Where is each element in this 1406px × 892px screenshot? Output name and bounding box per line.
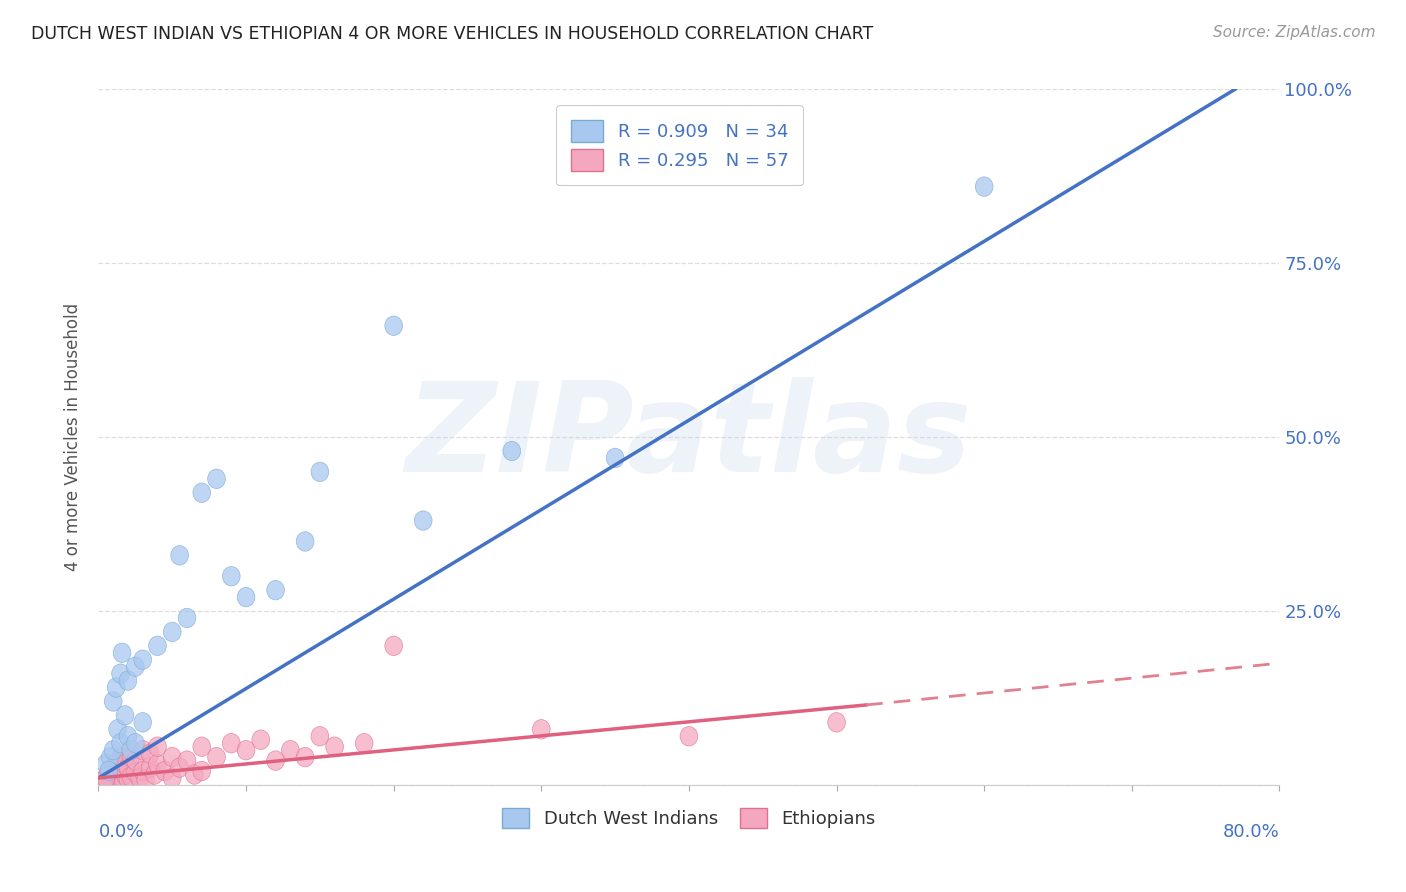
Ellipse shape: [111, 733, 129, 753]
Ellipse shape: [238, 587, 254, 607]
Ellipse shape: [100, 761, 118, 780]
Ellipse shape: [111, 768, 129, 788]
Ellipse shape: [163, 747, 181, 767]
Ellipse shape: [131, 768, 149, 788]
Ellipse shape: [97, 768, 115, 788]
Ellipse shape: [134, 650, 152, 670]
Ellipse shape: [108, 720, 127, 739]
Ellipse shape: [179, 751, 195, 771]
Text: 0.0%: 0.0%: [98, 823, 143, 841]
Ellipse shape: [208, 747, 225, 767]
Ellipse shape: [311, 462, 329, 482]
Ellipse shape: [297, 532, 314, 551]
Ellipse shape: [976, 177, 993, 196]
Ellipse shape: [120, 758, 136, 777]
Ellipse shape: [94, 772, 111, 791]
Ellipse shape: [156, 761, 174, 780]
Ellipse shape: [141, 744, 159, 764]
Ellipse shape: [281, 740, 299, 760]
Ellipse shape: [122, 767, 139, 787]
Ellipse shape: [186, 764, 204, 784]
Ellipse shape: [149, 737, 166, 756]
Ellipse shape: [107, 770, 125, 789]
Ellipse shape: [503, 442, 520, 461]
Ellipse shape: [115, 772, 132, 791]
Ellipse shape: [111, 664, 129, 683]
Text: Source: ZipAtlas.com: Source: ZipAtlas.com: [1212, 25, 1375, 40]
Ellipse shape: [141, 758, 159, 777]
Ellipse shape: [606, 448, 624, 467]
Ellipse shape: [415, 511, 432, 531]
Ellipse shape: [120, 726, 136, 746]
Ellipse shape: [828, 713, 845, 732]
Ellipse shape: [134, 740, 152, 760]
Ellipse shape: [101, 771, 120, 790]
Ellipse shape: [127, 657, 145, 676]
Ellipse shape: [267, 581, 284, 600]
Ellipse shape: [163, 768, 181, 788]
Ellipse shape: [100, 767, 118, 787]
Ellipse shape: [193, 761, 211, 780]
Ellipse shape: [136, 770, 155, 789]
Y-axis label: 4 or more Vehicles in Household: 4 or more Vehicles in Household: [63, 303, 82, 571]
Ellipse shape: [107, 678, 125, 698]
Ellipse shape: [97, 768, 115, 788]
Ellipse shape: [385, 636, 402, 656]
Ellipse shape: [193, 737, 211, 756]
Ellipse shape: [117, 764, 134, 784]
Ellipse shape: [104, 758, 122, 777]
Ellipse shape: [107, 755, 125, 774]
Ellipse shape: [146, 764, 163, 784]
Ellipse shape: [127, 733, 145, 753]
Ellipse shape: [134, 761, 152, 780]
Ellipse shape: [179, 608, 195, 628]
Ellipse shape: [120, 770, 136, 789]
Ellipse shape: [117, 706, 134, 725]
Ellipse shape: [122, 740, 139, 760]
Ellipse shape: [117, 755, 134, 774]
Ellipse shape: [108, 763, 127, 782]
Ellipse shape: [681, 726, 697, 746]
Ellipse shape: [120, 671, 136, 690]
Ellipse shape: [149, 755, 166, 774]
Ellipse shape: [170, 546, 188, 566]
Ellipse shape: [134, 713, 152, 732]
Text: DUTCH WEST INDIAN VS ETHIOPIAN 4 OR MORE VEHICLES IN HOUSEHOLD CORRELATION CHART: DUTCH WEST INDIAN VS ETHIOPIAN 4 OR MORE…: [31, 25, 873, 43]
Ellipse shape: [252, 730, 270, 749]
Ellipse shape: [297, 747, 314, 767]
Ellipse shape: [98, 770, 117, 789]
Ellipse shape: [103, 768, 121, 788]
Ellipse shape: [170, 758, 188, 777]
Ellipse shape: [112, 643, 131, 663]
Ellipse shape: [104, 691, 122, 711]
Ellipse shape: [127, 751, 145, 771]
Ellipse shape: [127, 763, 145, 782]
Ellipse shape: [94, 772, 111, 791]
Ellipse shape: [533, 720, 550, 739]
Ellipse shape: [238, 740, 254, 760]
Ellipse shape: [163, 622, 181, 641]
Ellipse shape: [101, 747, 120, 767]
Ellipse shape: [208, 469, 225, 489]
Ellipse shape: [104, 764, 122, 784]
Ellipse shape: [326, 737, 343, 756]
Ellipse shape: [104, 740, 122, 760]
Ellipse shape: [97, 755, 115, 774]
Ellipse shape: [111, 747, 129, 767]
Ellipse shape: [222, 733, 240, 753]
Legend: Dutch West Indians, Ethiopians: Dutch West Indians, Ethiopians: [495, 801, 883, 835]
Ellipse shape: [101, 761, 120, 780]
Ellipse shape: [112, 761, 131, 780]
Text: ZIPatlas: ZIPatlas: [406, 376, 972, 498]
Ellipse shape: [356, 733, 373, 753]
Ellipse shape: [149, 636, 166, 656]
Ellipse shape: [193, 483, 211, 502]
Ellipse shape: [267, 751, 284, 771]
Ellipse shape: [311, 726, 329, 746]
Text: 80.0%: 80.0%: [1223, 823, 1279, 841]
Ellipse shape: [122, 747, 139, 767]
Ellipse shape: [385, 316, 402, 335]
Ellipse shape: [222, 566, 240, 586]
